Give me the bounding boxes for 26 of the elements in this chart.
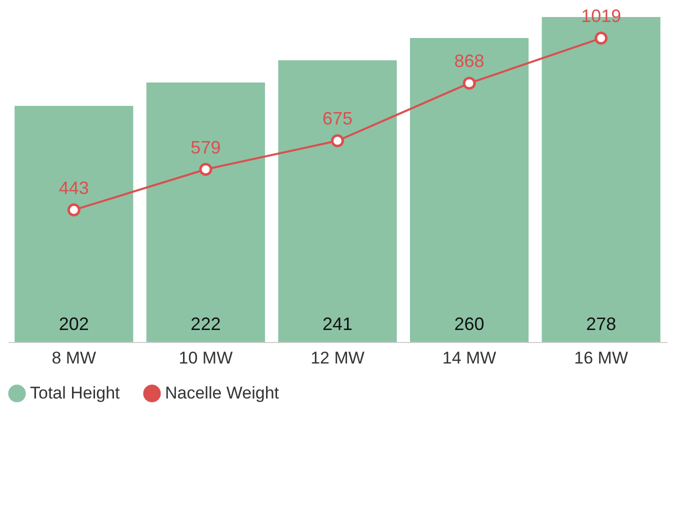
x-tick-label: 8 MW xyxy=(52,348,96,368)
data-label: 675 xyxy=(322,108,353,129)
bar xyxy=(14,106,134,342)
data-label: 202 xyxy=(58,314,89,334)
legend-label: Nacelle Weight xyxy=(165,383,280,402)
data-label: 443 xyxy=(58,178,89,198)
point xyxy=(462,76,476,90)
data-label: 579 xyxy=(190,137,221,158)
point xyxy=(594,32,608,45)
legend-label: Total Height xyxy=(30,383,120,402)
data-label: 241 xyxy=(322,314,353,334)
data-label: 260 xyxy=(454,314,484,334)
x-tick-label: 10 MW xyxy=(178,348,233,368)
point xyxy=(331,134,344,148)
bar xyxy=(410,38,529,342)
bar xyxy=(278,60,397,342)
x-tick-label: 16 MW xyxy=(574,348,628,368)
data-label: 868 xyxy=(454,51,484,72)
data-label: 222 xyxy=(190,314,221,334)
point xyxy=(199,162,212,176)
x-tick-label: 14 MW xyxy=(442,348,496,368)
point xyxy=(67,203,80,216)
x-tick-label: 12 MW xyxy=(310,348,364,368)
bar xyxy=(146,82,266,342)
data-label: 278 xyxy=(586,314,616,334)
data-label: 1019 xyxy=(581,6,622,26)
